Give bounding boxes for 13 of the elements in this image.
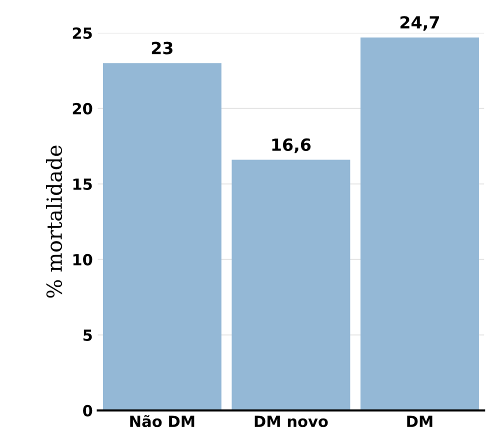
y-tick-label: 5 <box>83 330 92 341</box>
y-tick-label: 25 <box>72 27 92 39</box>
y-tick-label: 20 <box>72 102 92 114</box>
data-label: 23 <box>152 42 172 54</box>
y-axis-title: % mortalidade <box>46 146 62 298</box>
y-tick-label: 0 <box>83 404 92 416</box>
x-tick-label: DM <box>407 416 432 427</box>
x-tick-label: DM novo <box>254 416 328 428</box>
y-tick-label: 15 <box>73 178 92 190</box>
data-label: 16,6 <box>272 138 311 154</box>
x-tick-label: Não DM <box>130 415 194 428</box>
data-label: 24,7 <box>400 16 439 31</box>
y-tick-label: 10 <box>73 254 92 266</box>
